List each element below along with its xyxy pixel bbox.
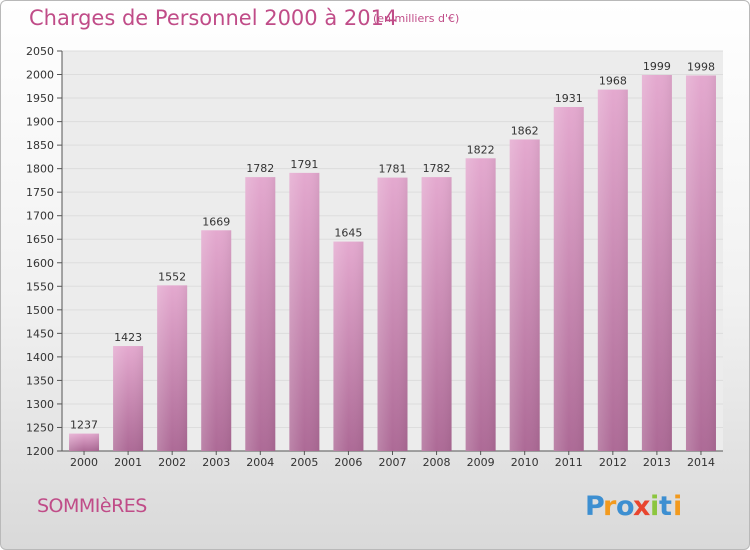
y-tick-label: 1400 xyxy=(26,351,54,364)
x-tick-label: 2013 xyxy=(643,456,671,469)
bar-shade-2013 xyxy=(641,75,672,451)
bar-value-label: 1999 xyxy=(643,60,671,73)
y-tick-label: 1250 xyxy=(26,421,54,434)
bar-shade-2003 xyxy=(201,230,232,451)
bar-value-label: 1782 xyxy=(423,162,451,175)
svg-text:o: o xyxy=(616,491,635,522)
x-tick-label: 2004 xyxy=(246,456,274,469)
y-tick-label: 1550 xyxy=(26,280,54,293)
bar-shade-2011 xyxy=(553,107,584,451)
bar-value-label: 1822 xyxy=(467,143,495,156)
y-tick-label: 1850 xyxy=(26,139,54,152)
bar-value-label: 1998 xyxy=(687,60,715,73)
bar-shade-2000 xyxy=(69,433,100,451)
x-tick-label: 2007 xyxy=(379,456,407,469)
bar-shade-2009 xyxy=(465,158,496,451)
x-tick-label: 2005 xyxy=(290,456,318,469)
x-tick-label: 2014 xyxy=(687,456,715,469)
bar-shade-2001 xyxy=(113,346,144,451)
bar-shade-2007 xyxy=(377,177,408,451)
bar-shade-2012 xyxy=(597,89,628,452)
svg-text:P: P xyxy=(585,491,605,522)
commune-name: SOMMIèRES xyxy=(37,495,147,517)
svg-text:i: i xyxy=(650,491,659,522)
x-tick-label: 2008 xyxy=(423,456,451,469)
bar-value-label: 1423 xyxy=(114,331,142,344)
bar-value-label: 1781 xyxy=(379,163,407,176)
bar-value-label: 1645 xyxy=(334,227,362,240)
y-tick-label: 1700 xyxy=(26,210,54,223)
svg-text:r: r xyxy=(603,491,617,522)
x-tick-label: 2010 xyxy=(511,456,539,469)
x-tick-label: 2012 xyxy=(599,456,627,469)
bar-shade-2004 xyxy=(245,177,276,451)
y-tick-label: 2000 xyxy=(26,69,54,82)
bar-value-label: 1931 xyxy=(555,92,583,105)
bar-value-label: 1791 xyxy=(290,158,318,171)
x-tick-label: 2003 xyxy=(202,456,230,469)
x-tick-label: 2009 xyxy=(467,456,495,469)
y-tick-label: 1500 xyxy=(26,304,54,317)
y-tick-label: 2050 xyxy=(26,45,54,58)
y-tick-label: 1800 xyxy=(26,163,54,176)
bar-shade-2005 xyxy=(289,172,320,451)
svg-text:i: i xyxy=(673,491,682,522)
bar-shade-2010 xyxy=(509,139,540,451)
x-tick-label: 2002 xyxy=(158,456,186,469)
y-tick-label: 1950 xyxy=(26,92,54,105)
y-tick-label: 1200 xyxy=(26,445,54,458)
x-tick-label: 2001 xyxy=(114,456,142,469)
chart-title: Charges de Personnel 2000 à 2014 xyxy=(29,6,398,30)
chart-subtitle: (en milliers d'€) xyxy=(373,12,460,25)
y-tick-label: 1650 xyxy=(26,233,54,246)
bar-value-label: 1782 xyxy=(246,162,274,175)
proxiti-logo: P r o x i t i xyxy=(585,491,682,522)
bar-chart: 1200 1250 1300 1350 1400 1450 1500 1550 1600 1650… xyxy=(26,45,723,469)
svg-text:x: x xyxy=(633,491,650,522)
bar-value-label: 1968 xyxy=(599,75,627,88)
svg-text:t: t xyxy=(659,491,672,522)
y-tick-label: 1900 xyxy=(26,116,54,129)
bar-shade-2008 xyxy=(421,177,452,451)
x-tick-label: 2011 xyxy=(555,456,583,469)
bar-value-label: 1862 xyxy=(511,124,539,137)
y-tick-label: 1300 xyxy=(26,398,54,411)
x-tick-label: 2006 xyxy=(334,456,362,469)
x-tick-label: 2000 xyxy=(70,456,98,469)
bar-shade-2014 xyxy=(685,75,716,452)
bar-value-label: 1552 xyxy=(158,270,186,283)
bar-shade-2006 xyxy=(333,241,364,451)
bar-value-label: 1669 xyxy=(202,215,230,228)
bar-shade-2002 xyxy=(157,285,188,451)
y-tick-label: 1350 xyxy=(26,374,54,387)
bar-value-label: 1237 xyxy=(70,419,98,432)
y-tick-label: 1750 xyxy=(26,186,54,199)
y-tick-label: 1450 xyxy=(26,327,54,340)
y-tick-label: 1600 xyxy=(26,257,54,270)
